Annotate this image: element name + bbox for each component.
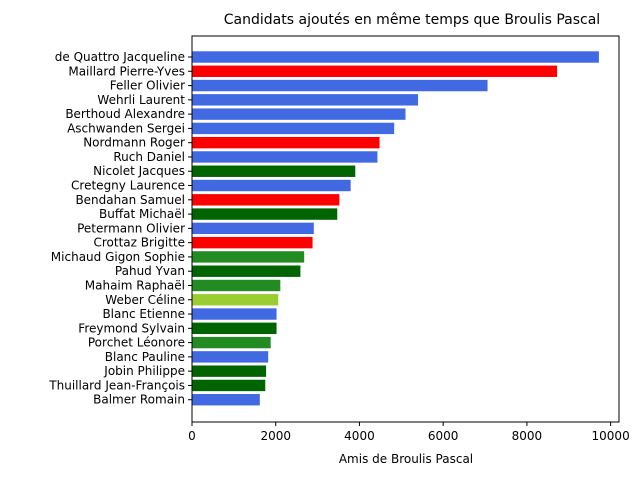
- y-tick-label: Crottaz Brigitte: [93, 236, 185, 250]
- y-tick-label: Balmer Romain: [93, 393, 185, 407]
- bar: [192, 194, 340, 206]
- y-tick-label: Weber Céline: [105, 293, 185, 307]
- x-tick-label: 2000: [260, 429, 291, 443]
- bar: [192, 308, 277, 320]
- y-tick-label: Mahaim Raphaël: [85, 278, 185, 292]
- y-tick-label: Wehrli Laurent: [97, 93, 185, 107]
- bar: [192, 322, 277, 335]
- y-tick-label: Buffat Michaël: [99, 207, 185, 221]
- bar: [192, 79, 488, 92]
- bar: [192, 365, 267, 377]
- bar: [192, 251, 305, 263]
- y-tick-label: Jobin Philippe: [103, 364, 185, 378]
- x-tick-label: 8000: [512, 429, 543, 443]
- y-tick-label: Cretegny Laurence: [71, 179, 185, 193]
- bar: [192, 265, 301, 277]
- plot-frame: [191, 35, 620, 423]
- bar: [192, 279, 281, 292]
- x-tick-label: 0: [188, 429, 196, 443]
- x-axis-label: Amis de Broulis Pascal: [339, 452, 473, 466]
- x-tick-label: 6000: [428, 429, 459, 443]
- bar: [192, 294, 279, 306]
- y-tick-label: Thuillard Jean-François: [48, 378, 185, 392]
- x-tick-label: 10000: [592, 429, 630, 443]
- bars-group: [192, 51, 599, 406]
- y-tick-label: Nordmann Roger: [83, 136, 185, 150]
- y-tick-label: de Quattro Jacqueline: [55, 50, 185, 64]
- y-tick-label: Porchet Léonore: [88, 336, 185, 350]
- bar: [192, 151, 378, 163]
- y-tick-label: Berthoud Alexandre: [65, 107, 185, 121]
- y-tick-label: Blanc Etienne: [102, 307, 185, 321]
- bar: [192, 351, 269, 363]
- bar: [192, 122, 395, 135]
- y-tick-label: Michaud Gigon Sophie: [51, 250, 185, 264]
- bar: [192, 94, 419, 106]
- y-tick-label: Pahud Yvan: [115, 264, 185, 278]
- y-tick-label: Feller Olivier: [110, 79, 185, 93]
- y-tick-label: Aschwanden Sergei: [67, 121, 185, 135]
- y-tick-label: Maillard Pierre-Yves: [68, 64, 185, 78]
- bar: [192, 336, 271, 349]
- bar: [192, 394, 260, 406]
- bar: [192, 222, 314, 235]
- x-ticks: 0 2000 4000 6000 8000 10000: [188, 422, 630, 443]
- bar: [192, 179, 351, 192]
- bar: [192, 136, 380, 149]
- y-tick-label: Freymond Sylvain: [78, 321, 185, 335]
- y-tick-label: Nicolet Jacques: [93, 164, 185, 178]
- y-tick-label: Ruch Daniel: [113, 150, 185, 164]
- bar: [192, 379, 266, 392]
- bar: [192, 236, 313, 249]
- x-tick-label: 4000: [344, 429, 375, 443]
- y-tick-label: Petermann Olivier: [77, 221, 185, 235]
- bar: [192, 165, 356, 177]
- y-tick-label: Blanc Pauline: [105, 350, 185, 364]
- bar: [192, 65, 558, 77]
- chart-title: Candidats ajoutés en même temps que Brou…: [224, 12, 600, 28]
- bar: [192, 208, 338, 220]
- bar: [192, 51, 599, 63]
- bar: [192, 108, 406, 120]
- y-tick-label: Bendahan Samuel: [75, 193, 185, 207]
